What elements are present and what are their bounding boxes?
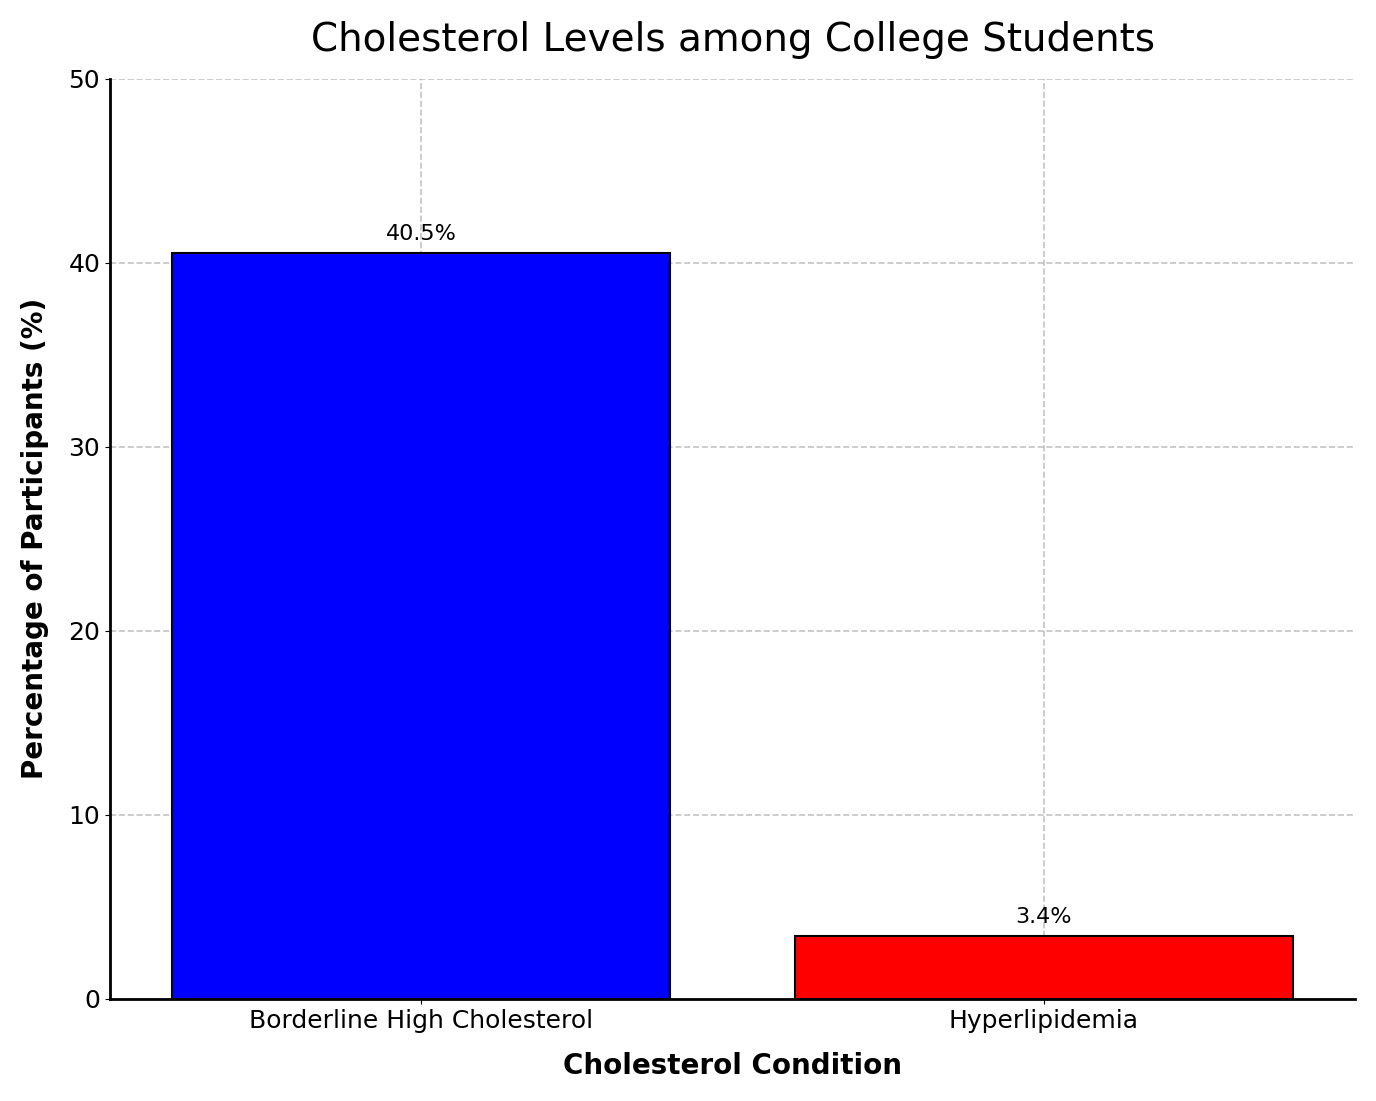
Title: Cholesterol Levels among College Students: Cholesterol Levels among College Student… bbox=[311, 21, 1154, 58]
Y-axis label: Percentage of Participants (%): Percentage of Participants (%) bbox=[21, 298, 48, 780]
Bar bbox=[172, 253, 670, 999]
X-axis label: Cholesterol Condition: Cholesterol Condition bbox=[563, 1053, 903, 1080]
Text: 3.4%: 3.4% bbox=[1015, 907, 1072, 927]
Text: 40.5%: 40.5% bbox=[385, 225, 457, 244]
Bar bbox=[795, 937, 1293, 999]
